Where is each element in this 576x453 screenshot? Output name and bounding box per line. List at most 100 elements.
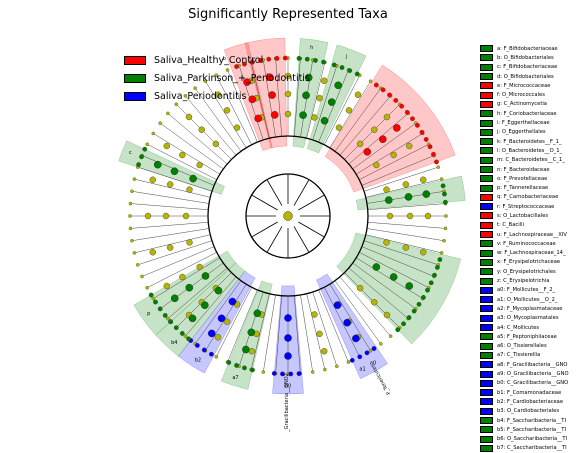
biomarker-node-a4 [343,318,351,327]
taxa-legend-swatch [480,342,493,350]
tree-leaf-node [158,121,162,125]
taxa-legend-swatch [480,156,493,164]
biomarker-leaf-b7 [186,336,191,342]
tree-branch [364,166,439,192]
taxa-legend-label: a3: O_Mycoplasmatales [497,315,559,322]
taxa-legend-swatch [480,82,493,90]
tree-branch [366,228,445,241]
tree-internal-node [179,273,186,281]
taxa-legend-swatch [480,119,493,127]
taxa-legend-row: j: O_Eggerthellales [480,128,569,137]
taxa-legend-label: x: F_Erysipelotrichaceae [497,259,561,266]
tree-leaf-node [335,364,339,369]
taxa-legend-swatch [480,110,493,118]
tree-branch [306,293,326,370]
taxa-legend-row: w: F_Lachnospiraceae_14_ [480,249,569,258]
taxa-legend-swatch [480,426,493,434]
taxa-legend-row: z: C_Erysipelotrichia [480,276,569,285]
biomarker-leaf-t [415,123,420,128]
tree-internal-node [162,212,170,220]
biomarker-leaf-f [234,64,239,69]
taxa-legend-row: l: O_Bacteroidetes__O_1_ [480,146,569,155]
taxa-legend-row: u: F_Lachnospiraceae__XIV [480,230,569,239]
biomarker-leaf-p [157,306,163,312]
tree-leaf-node [174,102,179,107]
legend-swatch-parkinson [124,73,146,83]
taxa-legend-label: a5: F_Peptoniphilaceae [497,333,557,340]
biomarker-leaf-m [395,327,401,333]
legend-label-periodontitis: Saliva_Periodontitis [154,90,247,102]
tree-leaf-node [151,296,156,301]
tree-branch [130,222,209,229]
taxa-legend-label: p: F_Tannerellaceae [497,185,549,192]
legend-label-healthy: Saliva_Healthy_Control [154,54,264,66]
taxa-legend-swatch [480,444,493,452]
tree-branch [185,276,237,337]
tree-branch [318,289,349,363]
tree-internal-node [214,334,222,341]
biomarker-leaf-j [347,68,353,73]
tree-internal-node [149,176,156,183]
tree-branch [205,284,247,351]
phylum-label: P_Gracilibacteria__GNO2 [284,373,290,432]
biomarker-node-p [201,272,210,280]
tree-branch [134,234,211,254]
tree-branch [367,203,446,210]
biomarker-leaf-a4 [357,354,363,360]
taxa-legend-swatch [480,63,493,71]
taxa-legend-row: a: F_Bifidobacteriaceae [480,44,569,53]
tree-internal-node [186,239,193,246]
biomarker-leaf-b7 [179,331,185,336]
tree-internal-node [373,161,380,169]
tree-internal-node [383,239,390,246]
taxa-legend-label: b5: F_Saccharibacteria__TI [497,426,566,433]
taxa-legend-label: s: O_Lactobacillales [497,212,549,219]
tree-branch [194,280,242,344]
biomarker-leaf-b0 [280,371,285,377]
taxa-legend-label: b6: O_Saccharibacteria__TI [497,436,568,443]
taxa-legend-row: m: C_Bacteroidetes__C_1_ [480,156,569,165]
taxa-legend-swatch [480,193,493,201]
taxa-legend-row: a6: O_Tissierellales [480,342,569,351]
tree-internal-node [185,113,193,121]
tree-internal-node [383,311,391,319]
biomarker-leaf-z [440,183,446,189]
tree-leaf-node [128,226,133,231]
taxa-legend-swatch [480,435,493,443]
biomarker-node-b0 [284,352,292,360]
tree-leaf-node [439,177,444,181]
tree-branch [185,95,237,156]
tree-inner-spoke [298,194,325,211]
biomarker-leaf-t [380,87,386,93]
legend-item-parkinson: Saliva_Parkinson_+_Periodontitis [124,69,310,87]
tree-branch [339,95,391,156]
tree-internal-node [149,249,156,256]
taxa-legend-swatch [480,184,493,192]
taxa-legend-row: d: O_Bifidobacteriales [480,72,569,81]
tree-branch [160,122,224,170]
taxa-legend-label: k: F_Bacteroidetes__F_1_ [497,138,562,145]
tree-branch [361,246,435,277]
tree-leaf-node [225,68,230,72]
biomarker-leaf-p [162,313,168,318]
taxa-legend-row: c: F_Bifidobacteriaceae [480,63,569,72]
taxa-legend-swatch [480,286,493,294]
biomarker-node-b3 [228,297,237,306]
group-legend: Saliva_Healthy_Control Saliva_Parkinson_… [124,51,310,105]
biomarker-leaf-g [266,56,272,62]
clade-sector-p [133,250,237,336]
taxa-legend-row: x: F_Erysipelotrichaceae [480,258,569,267]
taxa-legend-swatch [480,296,493,304]
tree-internal-node [198,126,205,133]
tree-branch [153,133,220,175]
tree-leaf-node [346,360,351,364]
clade-letter-label: p [147,311,150,317]
taxa-legend-swatch [480,240,493,248]
tree-branch [356,133,423,175]
biomarker-node-b3 [217,314,226,323]
taxa-legend-swatch [480,305,493,313]
clade-letter-label: j [344,54,346,60]
taxa-legend-swatch [480,407,493,415]
tree-branch [324,75,360,145]
tree-leaf-node [135,263,140,267]
